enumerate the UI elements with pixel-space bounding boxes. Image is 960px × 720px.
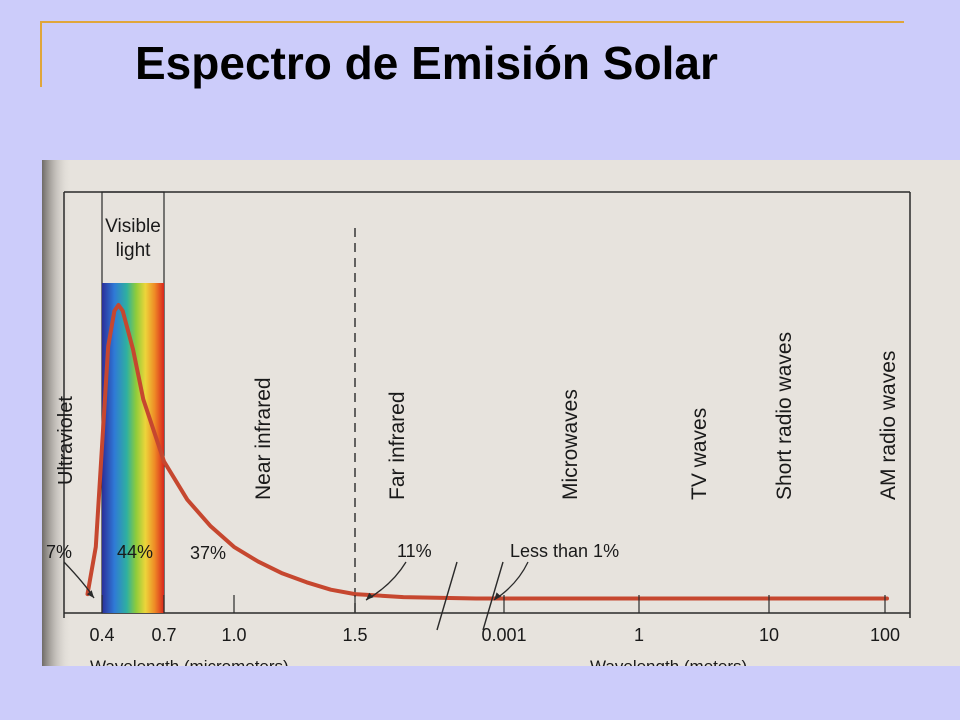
region-label-tv-waves: TV waves [688, 408, 711, 500]
region-labels: Ultraviolet Visible light Near infrared Far … [55, 216, 900, 500]
ultraviolet-arrow-head [86, 590, 94, 598]
percent-label-far-infrared: 11% [397, 541, 432, 561]
visible-band [101, 191, 356, 614]
percent-label-near-infrared: 37% [190, 543, 226, 563]
axis-break-mark-left [436, 561, 458, 631]
x-tick-label-1-0: 1.0 [221, 625, 246, 645]
spectrum-chart: Ultraviolet Visible light Near infrared Far … [42, 160, 960, 666]
far-infrared-arrow-head [366, 592, 374, 600]
region-label-short-radio-waves: Short radio waves [773, 332, 796, 500]
slide-title: Espectro de Emisión Solar [135, 37, 718, 89]
x-tick-label-10: 10 [759, 625, 779, 645]
title-accent-bar [40, 21, 42, 87]
x-tick-label-0-4: 0.4 [89, 625, 114, 645]
less-than-one-percent-arrow-head [494, 592, 502, 600]
region-label-ultraviolet: Ultraviolet [55, 396, 77, 485]
title-accent-line [40, 21, 904, 23]
region-label-near-infrared: Near infrared [252, 377, 275, 500]
page-shadow [42, 160, 72, 666]
x-tick-label-100: 100 [870, 625, 900, 645]
x-axis: 0.4 0.7 1.0 1.5 0.001 1 10 100 Wavelength (micro… [89, 561, 900, 666]
curve-layer [85, 303, 889, 601]
x-axis-unit-meters: Wavelength (meters) [590, 657, 747, 666]
x-axis-unit-micrometers: Wavelength (micrometers) [90, 657, 289, 666]
x-tick-label-0-001: 0.001 [481, 625, 526, 645]
x-tick-label-1-5: 1.5 [342, 625, 367, 645]
region-label-visible-light: Visible light [105, 216, 161, 261]
region-label-am-radio-waves: AM radio waves [877, 351, 900, 500]
axis-break-mark-right [482, 561, 504, 631]
less-than-one-percent-label: Less than 1% [510, 541, 619, 561]
region-label-microwaves: Microwaves [559, 389, 582, 500]
percent-label-visible-light: 44% [117, 542, 153, 562]
spectrum-figure: Ultraviolet Visible light Near infrared Far … [42, 160, 960, 666]
region-label-far-infrared: Far infrared [386, 391, 409, 500]
x-tick-label-0-7: 0.7 [151, 625, 176, 645]
spectrum-curve [85, 303, 889, 601]
x-tick-label-1: 1 [634, 625, 644, 645]
visible-spectrum-band [102, 283, 164, 613]
percent-label-ultraviolet: 7% [46, 542, 72, 562]
paper-background [42, 160, 960, 666]
annotations: 7% 44% 37% 11% Less than 1% [46, 541, 619, 601]
